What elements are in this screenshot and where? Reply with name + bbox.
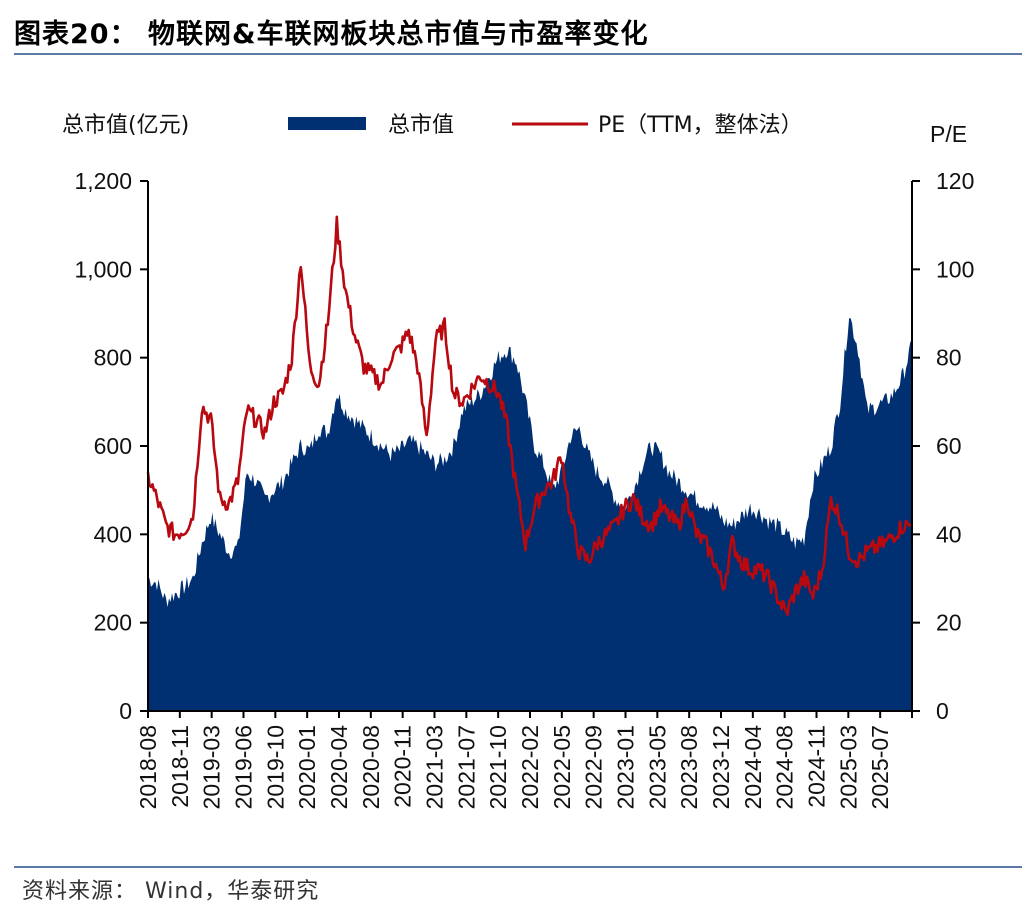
x-tick-label: 2023-08: [676, 725, 702, 809]
legend-area-swatch: [288, 117, 366, 130]
left-tick-label: 1,000: [74, 256, 132, 282]
x-tick-label: 2023-12: [708, 725, 734, 809]
x-tick-label: 2020-01: [294, 725, 320, 809]
x-tick-label: 2022-02: [517, 725, 543, 809]
right-tick-label: 80: [936, 345, 962, 371]
x-tick-label: 2024-11: [804, 725, 830, 808]
legend-line-label: PE（TTM，整体法）: [598, 113, 803, 138]
x-tick-label: 2019-03: [199, 725, 225, 809]
x-tick-label: 2018-08: [135, 725, 161, 809]
x-tick-label: 2023-01: [613, 725, 639, 809]
left-tick-label: 400: [94, 521, 132, 547]
x-tick-label: 2022-09: [581, 725, 607, 809]
x-tick-label: 2024-04: [740, 725, 766, 810]
right-tick-label: 0: [936, 698, 949, 724]
x-tick-label: 2020-08: [358, 725, 384, 809]
footer-divider: [14, 866, 1022, 868]
left-tick-label: 600: [94, 433, 132, 459]
left-axis-label: 总市值(亿元): [62, 113, 189, 138]
x-tick-label: 2021-07: [453, 725, 479, 809]
x-tick-label: 2021-10: [485, 725, 511, 809]
title-divider: [14, 53, 1022, 55]
x-tick-label: 2019-06: [231, 725, 257, 809]
market-cap-area: [148, 318, 912, 711]
pe-line: [146, 215, 913, 617]
axes: 0 200 400 600 800 1,000 1,200 0 20 40 60 80 100 120 20…: [74, 168, 974, 809]
legend-area-label: 总市值: [388, 113, 454, 138]
x-tick-label: 2020-04: [326, 725, 352, 810]
right-tick-label: 40: [936, 521, 962, 547]
x-tick-label: 2020-11: [390, 725, 416, 808]
x-tick-label: 2021-03: [422, 725, 448, 809]
x-tick-label: 2025-03: [835, 725, 861, 809]
x-tick-label: 2025-07: [867, 725, 893, 809]
x-tick-label: 2019-10: [262, 725, 288, 809]
x-tick-label: 2024-08: [772, 725, 798, 809]
plot-area: [146, 215, 913, 711]
x-tick-label: 2023-05: [644, 725, 670, 809]
right-tick-label: 20: [936, 610, 962, 636]
right-axis-label: P/E: [930, 121, 967, 147]
right-tick-label: 120: [936, 168, 974, 194]
left-tick-label: 800: [94, 345, 132, 371]
right-tick-label: 60: [936, 433, 962, 459]
right-tick-label: 100: [936, 256, 974, 282]
x-tick-label: 2018-11: [167, 725, 193, 808]
left-tick-label: 200: [94, 610, 132, 636]
chart-title: 图表20： 物联网&车联网板块总市值与市盈率变化: [14, 19, 649, 50]
left-tick-label: 1,200: [74, 168, 132, 194]
chart-svg: 总市值(亿元) 总市值 PE（TTM，整体法） P/E 020040060080…: [62, 113, 974, 809]
x-tick-label: 2022-05: [549, 725, 575, 809]
left-tick-label: 0: [119, 698, 132, 724]
source-note: 资料来源： Wind，华泰研究: [22, 879, 320, 904]
